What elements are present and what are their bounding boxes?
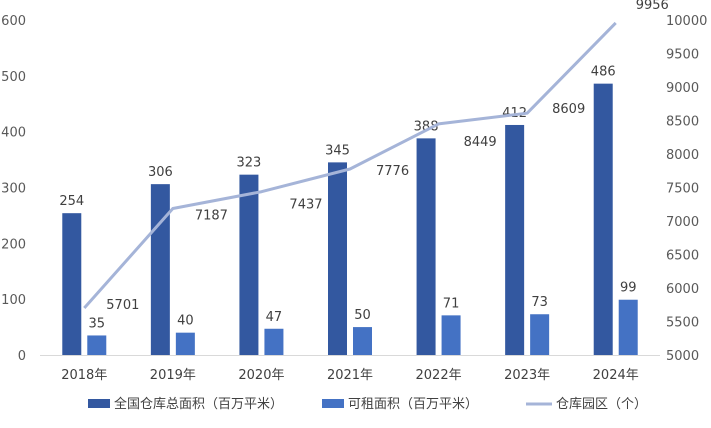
right-axis-tick-label: 8000 — [666, 148, 699, 163]
bar-total-area — [593, 83, 613, 356]
legend-swatch-total-area — [88, 399, 110, 408]
x-axis-tick-label: 2018年 — [61, 368, 107, 383]
bar-rentable-data-label: 50 — [354, 308, 371, 323]
left-axis-tick-label: 200 — [1, 237, 26, 252]
right-axis-tick-label: 7000 — [666, 215, 699, 230]
left-axis-tick-label: 600 — [1, 14, 26, 29]
x-axis-tick-label: 2020年 — [238, 368, 284, 383]
line-data-label: 8609 — [552, 102, 585, 117]
legend-swatch-rentable-area — [322, 399, 344, 408]
right-axis-tick-label: 9000 — [666, 81, 699, 96]
x-axis-tick-label: 2024年 — [593, 368, 639, 383]
bar-total-data-label: 306 — [148, 165, 173, 180]
right-axis-tick-label: 9500 — [666, 48, 699, 63]
left-axis-tick-label: 300 — [1, 182, 26, 197]
right-axis-tick-label: 10000 — [666, 14, 707, 29]
bar-total-area — [239, 174, 259, 355]
x-axis-tick-label: 2019年 — [150, 368, 196, 383]
bar-rentable-area — [530, 314, 550, 355]
bar-total-data-label: 388 — [414, 119, 439, 134]
line-data-label: 8449 — [464, 135, 497, 150]
bar-total-area — [505, 124, 525, 355]
right-axis-tick-label: 7500 — [666, 182, 699, 197]
right-axis-tick-label: 5500 — [666, 316, 699, 331]
bar-rentable-area — [87, 335, 107, 355]
left-axis-tick-label: 400 — [1, 126, 26, 141]
left-axis-tick-label: 0 — [18, 349, 26, 364]
bar-rentable-data-label: 71 — [443, 296, 460, 311]
bar-total-data-label: 254 — [59, 194, 84, 209]
bar-total-area — [62, 213, 82, 355]
legend-label-park-count: 仓库园区（个） — [556, 396, 647, 412]
line-data-label: 7776 — [376, 164, 409, 179]
right-axis-tick-label: 6500 — [666, 249, 699, 264]
bar-rentable-data-label: 99 — [620, 281, 637, 296]
bar-rentable-data-label: 40 — [177, 314, 194, 329]
x-axis-tick-label: 2021年 — [327, 368, 373, 383]
bar-rentable-area — [175, 332, 195, 355]
line-data-label: 9956 — [636, 0, 669, 13]
bar-total-area — [416, 138, 436, 355]
right-axis-tick-label: 8500 — [666, 115, 699, 130]
bar-rentable-data-label: 47 — [266, 310, 283, 325]
bar-rentable-data-label: 73 — [531, 295, 548, 310]
bar-total-data-label: 486 — [591, 65, 616, 80]
x-axis-tick-label: 2023年 — [504, 368, 550, 383]
legend-label-total-area: 全国仓库总面积（百万平米） — [114, 396, 283, 412]
right-axis-tick-label: 5000 — [666, 349, 699, 364]
left-axis-tick-label: 100 — [1, 293, 26, 308]
bar-rentable-area — [441, 315, 461, 355]
left-axis-tick-label: 500 — [1, 70, 26, 85]
legend-label-rentable-area: 可租面积（百万平米） — [348, 397, 478, 412]
bar-total-area — [328, 162, 347, 355]
bar-total-data-label: 323 — [237, 156, 262, 171]
line-data-label: 7187 — [195, 208, 228, 223]
line-data-label: 7437 — [289, 198, 322, 213]
bar-total-data-label: 345 — [325, 143, 350, 158]
bar-total-area — [150, 184, 170, 355]
bar-rentable-area — [353, 327, 372, 355]
right-axis-tick-label: 6000 — [666, 282, 699, 297]
bar-rentable-data-label: 35 — [89, 316, 106, 331]
x-axis-tick-label: 2022年 — [416, 368, 462, 383]
line-data-label: 5701 — [106, 298, 139, 313]
bar-rentable-area — [264, 328, 284, 355]
bar-rentable-area — [618, 299, 638, 355]
line-park-count — [83, 21, 617, 310]
